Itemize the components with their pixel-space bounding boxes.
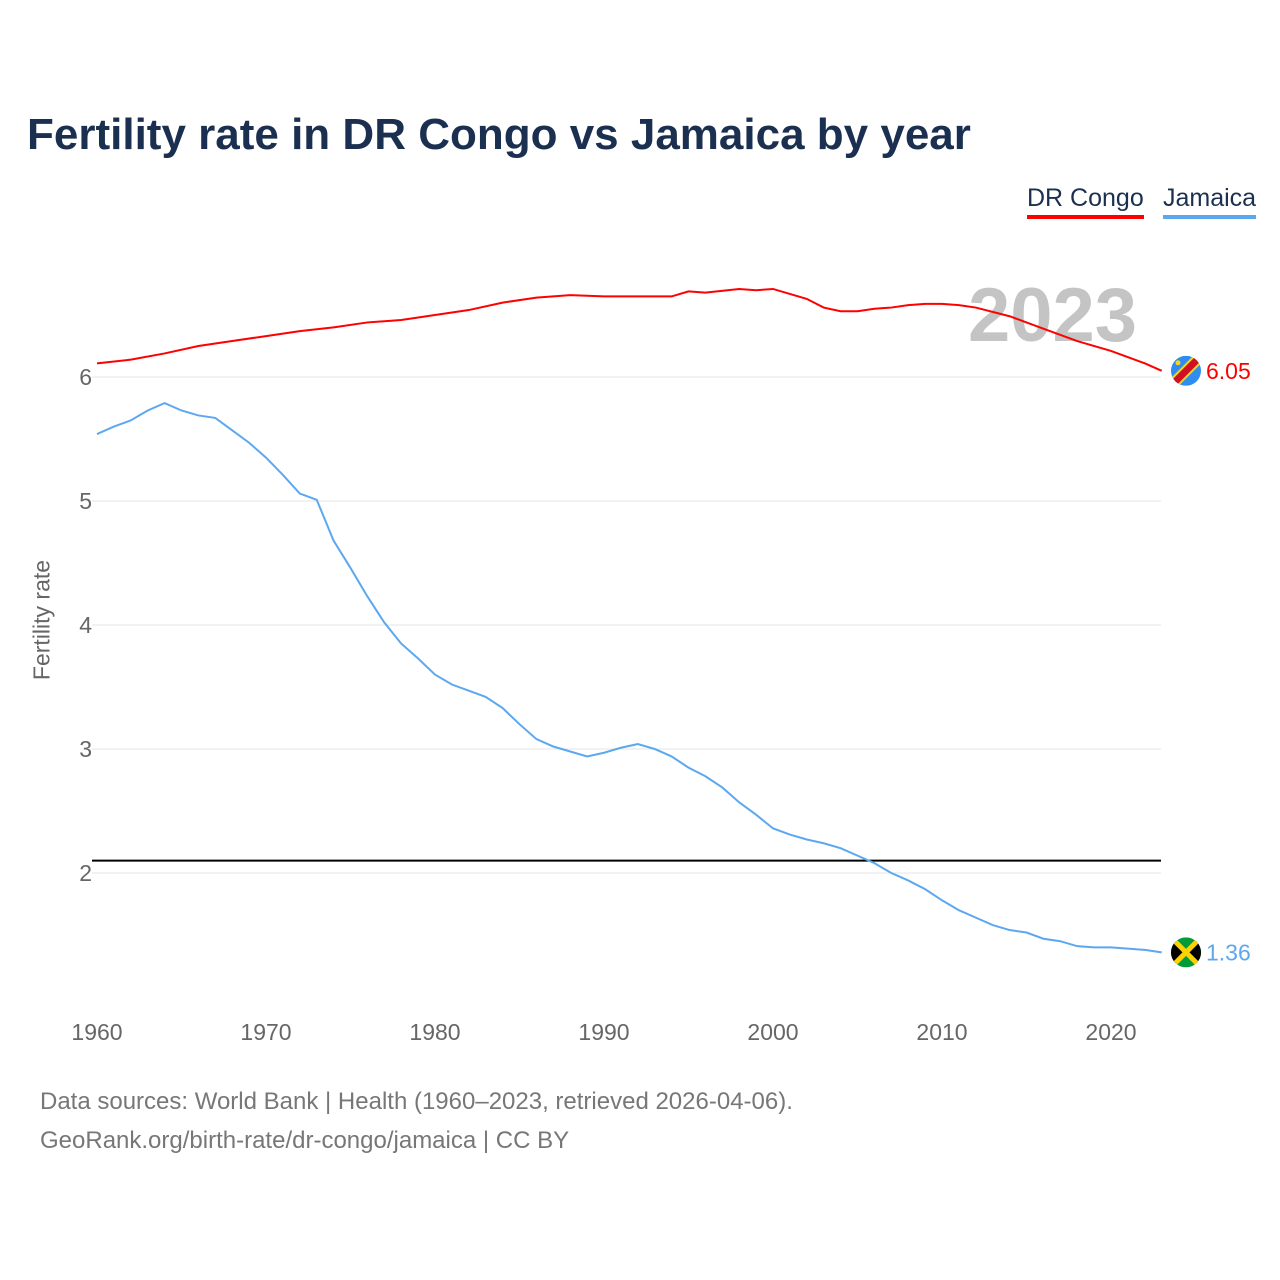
y-tick-label: 2 xyxy=(79,860,92,886)
legend-dr-congo[interactable]: DR Congo xyxy=(1027,184,1144,219)
x-tick-label: 2020 xyxy=(1085,1019,1136,1045)
x-tick-label: 1980 xyxy=(409,1019,460,1045)
x-tick-label: 1990 xyxy=(578,1019,629,1045)
source-line-1: Data sources: World Bank | Health (1960–… xyxy=(40,1088,793,1115)
x-tick-label: 2010 xyxy=(916,1019,967,1045)
series-line-jamaica xyxy=(96,401,1162,954)
y-tick-label: 6 xyxy=(79,364,92,390)
jamaica-flag-icon xyxy=(1171,937,1201,968)
dr-congo-flag-icon xyxy=(1171,355,1201,386)
x-tick-label: 1970 xyxy=(240,1019,291,1045)
chart-title: Fertility rate in DR Congo vs Jamaica by… xyxy=(27,110,971,159)
x-tick-label: 2000 xyxy=(747,1019,798,1045)
current-year-label: 2023 xyxy=(968,273,1138,358)
end-value-label: 1.36 xyxy=(1206,939,1251,965)
source-line-2[interactable]: GeoRank.org/birth-rate/dr-congo/jamaica … xyxy=(40,1127,570,1154)
x-tick-label: 1960 xyxy=(71,1019,122,1045)
y-tick-label: 5 xyxy=(79,488,92,514)
legend-jamaica[interactable]: Jamaica xyxy=(1163,184,1257,219)
series-line-dr-congo xyxy=(96,287,1163,372)
end-value-label: 6.05 xyxy=(1206,358,1251,384)
y-tick-label: 4 xyxy=(79,612,92,638)
y-tick-label: 3 xyxy=(79,736,92,762)
